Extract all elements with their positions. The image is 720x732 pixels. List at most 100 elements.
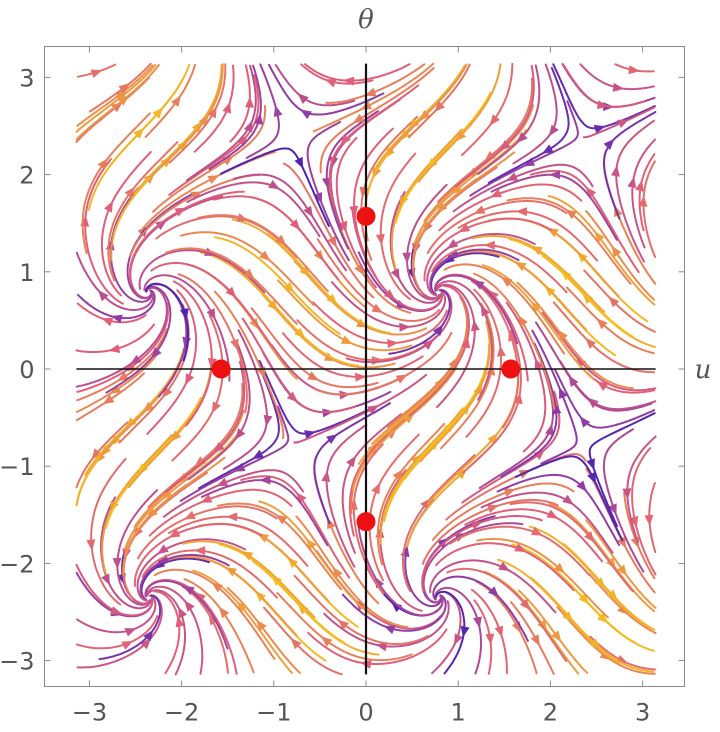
streamline (506, 197, 632, 285)
streamline (145, 585, 204, 675)
streamline-arrow (121, 641, 134, 650)
streamline-arrow (179, 308, 189, 320)
streamline (84, 347, 185, 476)
y-tick-label: −1 (0, 453, 35, 481)
streamline-arrow (86, 539, 96, 551)
streamline-arrow (589, 638, 602, 649)
streamline-arrow (531, 301, 542, 313)
streamline (421, 515, 543, 592)
streamline-arrow (90, 69, 103, 78)
streamline-arrow (541, 144, 554, 154)
streamline-arrow (514, 543, 527, 552)
streamline (295, 515, 409, 628)
streamline (511, 543, 638, 645)
streamline (274, 64, 356, 107)
fixed-point (501, 359, 521, 379)
streamline-arrow (170, 430, 182, 442)
streamline (325, 110, 379, 250)
streamline (163, 469, 304, 518)
streamline (490, 173, 618, 241)
streamline (462, 329, 522, 474)
streamline (588, 412, 656, 527)
streamline-arrow (375, 642, 388, 652)
fixed-points (211, 206, 521, 532)
streamline-arrow (499, 140, 511, 151)
streamline (258, 359, 373, 435)
streamline-arrow (503, 488, 516, 497)
x-tick-label: 0 (358, 699, 373, 727)
streamline-arrow (218, 606, 230, 619)
streamline-arrow (168, 528, 181, 538)
streamline (150, 262, 274, 349)
streamline-arrow (108, 344, 121, 353)
streamline-arrow (594, 577, 606, 589)
streamline (356, 517, 444, 617)
streamline (514, 455, 624, 542)
streamline (541, 311, 657, 392)
streamline-arrow (327, 235, 337, 248)
streamline-arrow (596, 318, 608, 330)
streamline-arrow (403, 412, 415, 424)
streamline-arrow (390, 268, 400, 280)
streamline (603, 150, 657, 285)
streamline (327, 180, 412, 314)
streamline (166, 555, 298, 637)
streamline (480, 491, 614, 554)
streamline-arrow (332, 566, 343, 579)
streamline-arrow (178, 606, 188, 619)
streamline (136, 538, 247, 602)
streamline-arrow (213, 442, 225, 453)
streamline (133, 64, 223, 195)
streamline (76, 594, 163, 669)
streamline-arrow (460, 625, 470, 638)
streamline-arrow (194, 546, 206, 556)
streamline (76, 596, 157, 634)
streamline (105, 397, 202, 529)
streamline-arrow (611, 245, 622, 258)
streamline (471, 280, 520, 429)
streamline-arrow (489, 114, 500, 126)
streamline (133, 523, 263, 587)
streamline (216, 502, 342, 591)
streamline-arrow (371, 303, 384, 313)
streamline-arrow (243, 120, 253, 133)
streamline-arrow (473, 383, 482, 396)
streamline (406, 183, 448, 301)
streamline-arrow (303, 205, 313, 218)
streamline-arrow (531, 245, 543, 256)
streamline-arrow (245, 96, 254, 108)
streamline (461, 390, 561, 504)
streamline (351, 209, 443, 312)
streamline (426, 200, 568, 255)
streamline-arrow (391, 601, 403, 613)
streamline (143, 274, 231, 382)
streamline-arrow (236, 601, 248, 613)
streamline (443, 263, 566, 355)
streamline-arrow (447, 249, 460, 259)
streamline-arrow (129, 354, 142, 365)
streamline (182, 540, 316, 619)
streamline (473, 272, 556, 411)
streamline-arrow (506, 172, 518, 181)
streamline-arrow (340, 134, 351, 146)
streamline (312, 301, 448, 344)
streamline (481, 264, 595, 381)
streamline (276, 592, 413, 662)
streamline (626, 435, 657, 543)
x-tick-label: −1 (256, 699, 291, 727)
streamline-arrow (446, 239, 459, 249)
streamline-arrow (576, 480, 587, 492)
streamline-arrow (341, 335, 353, 344)
streamline-arrow (549, 170, 560, 180)
streamline (469, 100, 579, 197)
streamline-arrow (562, 611, 574, 623)
streamline-arrow (304, 430, 316, 439)
streamline-arrow (151, 347, 162, 359)
streamline (214, 236, 341, 335)
streamline-arrow (211, 582, 223, 593)
streamline-arrow (458, 223, 471, 233)
streamline-arrow (586, 458, 595, 471)
streamline (208, 64, 262, 170)
streamline (390, 128, 463, 270)
streamline-arrow (355, 372, 367, 382)
